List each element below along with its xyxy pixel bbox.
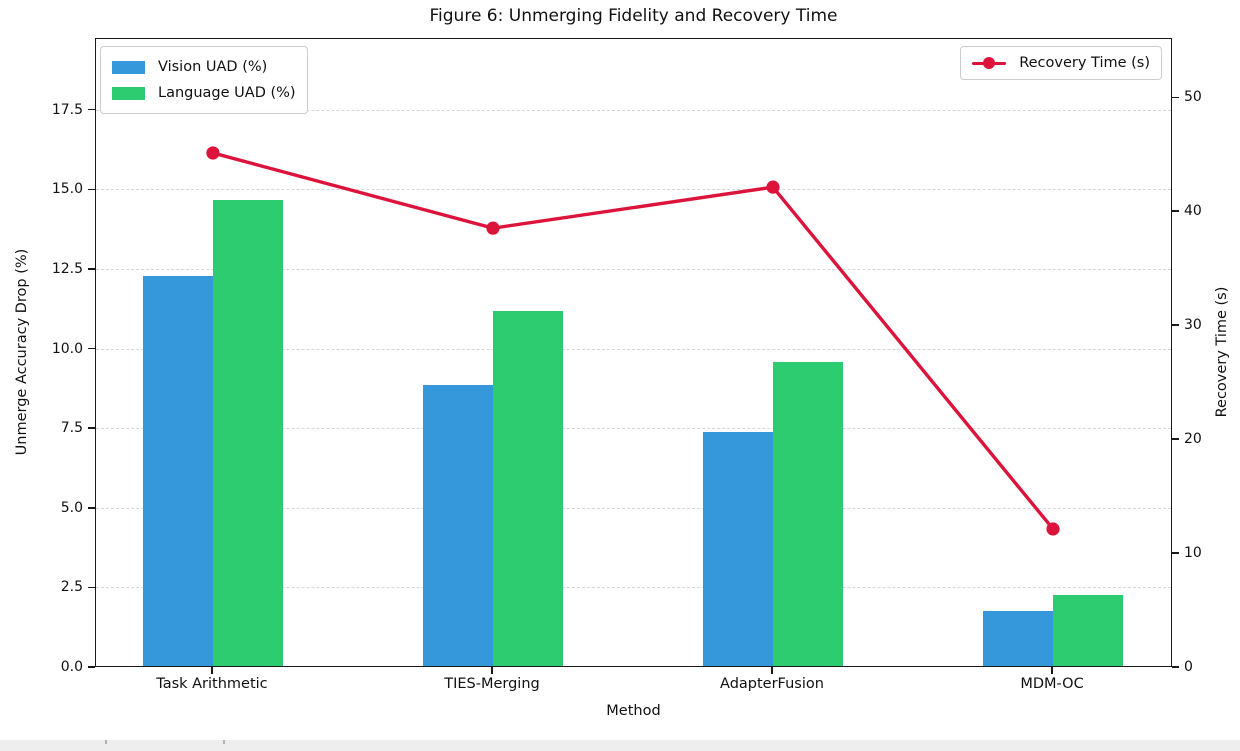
gridline [96,189,1171,191]
right-tick [1172,210,1179,212]
right-tick-label: 30 [1184,317,1202,334]
bar-vision [422,384,493,667]
left-tick [88,108,95,111]
right-tick-label: 20 [1184,431,1202,448]
line-path [211,151,1055,531]
left-tick-label: 5.0 [60,499,83,516]
left-tick-label: 17.5 [51,101,83,118]
right-axis-label: Recovery Time (s) [1214,286,1230,418]
left-tick [88,268,95,270]
legend-uad: Vision UAD (%) Language UAD (%) [100,46,308,114]
left-tick [88,188,95,191]
footer-mark [223,740,225,744]
right-tick [1172,96,1179,98]
line-marker [1046,522,1060,536]
left-tick [88,666,95,668]
gridline [96,587,1171,589]
legend-line-swatch [972,56,1007,70]
bar-language [773,362,843,667]
bar-vision [142,276,213,667]
legend-entry: Recovery Time (s) [972,54,1150,72]
chart-title: Figure 6: Unmerging Fidelity and Recover… [429,6,838,26]
bar-vision [703,432,773,667]
bar-vision [983,610,1054,667]
right-tick [1172,552,1179,554]
left-tick-label: 7.5 [60,420,83,437]
x-tick [211,667,213,674]
x-tick [771,667,773,674]
line-marker [486,221,500,235]
right-tick-label: 0 [1184,659,1193,675]
legend-entry: Vision UAD (%) [112,54,296,80]
gridline [96,109,1171,111]
footer-mark [105,740,107,744]
gridline [96,268,1171,270]
footer-strip [0,740,1240,751]
x-tick-label: MDM-OC [1020,676,1084,692]
right-tick [1172,666,1179,668]
legend-label: Recovery Time (s) [1019,55,1150,71]
x-tick-label: Task Arithmetic [156,676,268,692]
bar-language [212,199,283,667]
left-tick [88,586,95,589]
right-tick-label: 40 [1184,203,1202,220]
x-tick-label: TIES-Merging [444,676,540,692]
left-tick [88,507,95,509]
left-tick-label: 15.0 [51,181,83,198]
right-tick [1172,438,1179,440]
left-tick-label: 12.5 [51,260,83,277]
legend-line-dot [983,57,996,69]
legend-swatch [112,60,145,74]
x-tick [1051,667,1053,674]
gridline [96,428,1171,430]
line-marker [206,146,220,160]
gridline [96,507,1171,509]
left-tick-label: 2.5 [60,579,83,596]
left-tick-label: 10.0 [51,340,83,357]
bar-language [1053,594,1124,667]
x-tick-label: AdapterFusion [720,676,824,692]
right-tick-label: 10 [1184,545,1202,562]
right-tick-label: 50 [1184,89,1202,106]
legend-label: Vision UAD (%) [158,59,268,75]
plot-area [95,38,1172,667]
left-tick-label: 0.0 [60,659,83,675]
gridline [96,348,1171,350]
left-tick [88,347,95,350]
legend-recovery-time: Recovery Time (s) [960,46,1162,80]
right-tick [1172,324,1179,326]
legend-entry: Language UAD (%) [112,80,296,106]
left-tick [88,427,95,429]
recovery-time-line [206,146,1060,536]
x-axis-label: Method [606,703,661,719]
x-tick [491,667,493,674]
bar-language [492,311,563,667]
legend-label: Language UAD (%) [158,85,296,101]
line-marker [766,180,780,194]
legend-swatch [112,86,145,100]
